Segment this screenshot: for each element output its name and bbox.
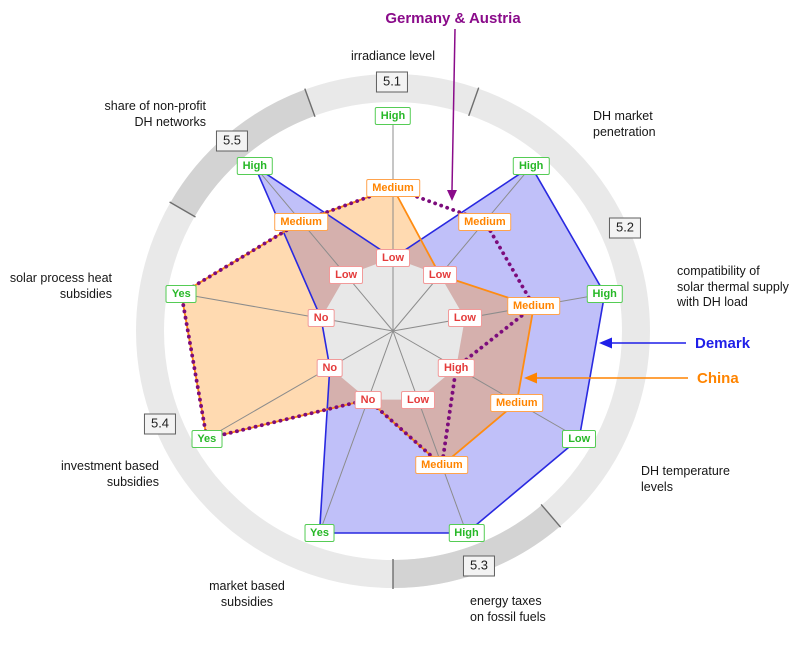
series-line-germany-austria xyxy=(179,186,536,468)
legend-arrow-germany-austria xyxy=(451,28,456,191)
ring-section-tick xyxy=(304,88,316,118)
axis-line-compatibility-solar-thermal-dh-load xyxy=(392,293,605,332)
axis-line-market-based-subsidies xyxy=(319,330,394,534)
axis-line-solar-process-heat-subsidies xyxy=(181,293,394,332)
axis-line-dh-market-penetration xyxy=(392,165,532,332)
ring-section-tick xyxy=(468,87,480,117)
legend-arrowhead-denmark xyxy=(599,337,612,349)
axis-line-share-non-profit-dh-networks xyxy=(254,165,394,332)
axis-line-dh-temperature-levels xyxy=(392,330,580,439)
ring-section-tick xyxy=(169,201,196,218)
series-line-denmark xyxy=(254,165,606,534)
legend-arrowhead-china xyxy=(524,372,537,384)
legend-arrowhead-germany-austria xyxy=(447,190,457,201)
axis-line-investment-based-subsidies xyxy=(206,330,394,439)
axis-line-energy-taxes-fossil-fuels xyxy=(392,330,467,534)
ring-section-tick xyxy=(540,503,562,528)
